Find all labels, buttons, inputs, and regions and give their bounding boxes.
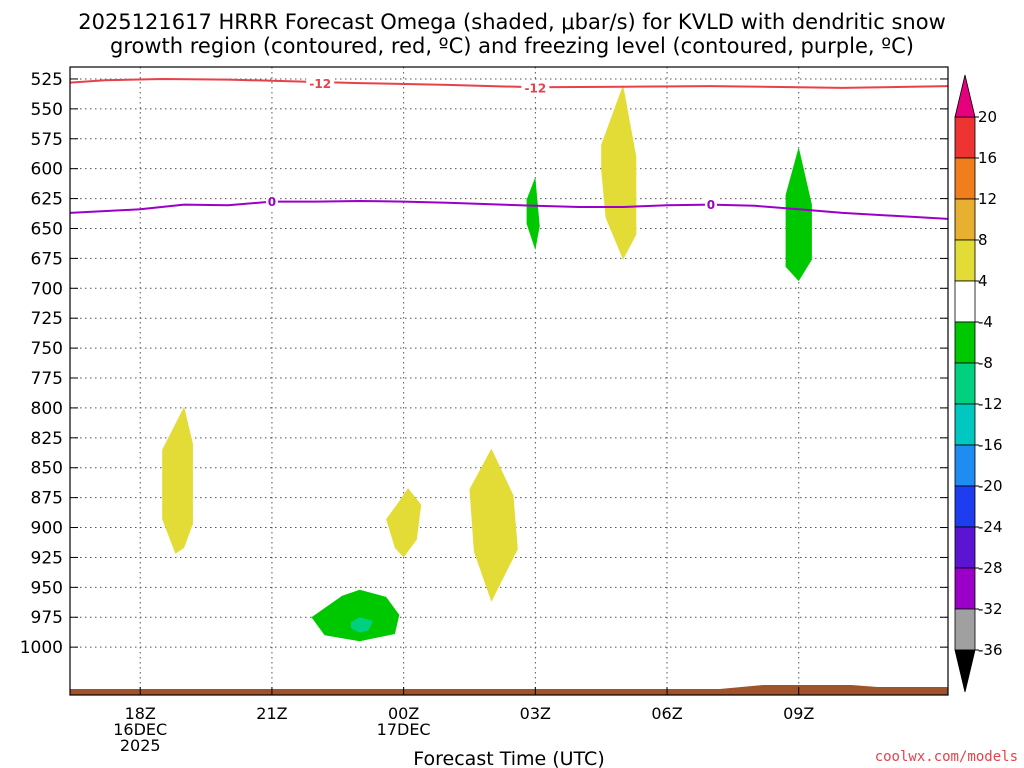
y-tick-label-575: 575 — [31, 130, 63, 150]
colorbar-label--12: -12 — [978, 395, 1003, 413]
y-tick-label-825: 825 — [31, 429, 63, 449]
colorbar-bin--8-to--4 — [954, 321, 976, 364]
colorbar-bin--24-to--20 — [954, 485, 976, 528]
colorbar-bin--20-to--16 — [954, 444, 976, 487]
y-tick-label-1000: 1000 — [20, 638, 63, 658]
colorbar-bin--12-to--8 — [954, 362, 976, 405]
x-tick-label-16DEC: 16DEC — [113, 720, 167, 739]
contour-label-bg-1-1 — [704, 197, 717, 212]
colorbar-bin--32-to--28 — [954, 567, 976, 610]
y-tick-label-900: 900 — [31, 519, 63, 539]
omega-region-3 — [469, 448, 518, 602]
colorbar-legend: 20 16 12 8 4 -4 -8 -12 -16 -20 -24 -28 -32 -36 — [954, 74, 1003, 693]
y-tick-label-850: 850 — [31, 459, 63, 479]
colorbar-bin--16-to--12 — [954, 403, 976, 446]
credit-label[interactable]: coolwx.com/models — [875, 749, 1018, 765]
x-tick-label-09Z: 09Z — [783, 704, 814, 723]
colorbar-bin-16-to-20 — [954, 116, 976, 159]
colorbar-bin-4-to-8 — [954, 239, 976, 282]
y-tick-label-800: 800 — [31, 399, 63, 419]
colorbar-label-20: 20 — [978, 108, 997, 126]
chart-title-line-2: growth region (contoured, red, ºC) and f… — [110, 34, 914, 58]
colorbar-bin--28-to--24 — [954, 526, 976, 569]
omega-shaded-regions — [162, 84, 812, 642]
omega-region-6 — [785, 147, 812, 282]
terrain-surface — [70, 685, 948, 695]
contour-line-dendritic — [69, 77, 949, 89]
contour-label-bg-0-1 — [521, 80, 550, 95]
grid-lines — [70, 67, 948, 695]
x-axis-title: Forecast Time (UTC) — [413, 748, 604, 768]
y-tick-label-625: 625 — [31, 190, 63, 210]
y-tick-label-925: 925 — [31, 548, 63, 568]
y-tick-label-950: 950 — [31, 578, 63, 598]
colorbar-bin-12-to-16 — [954, 157, 976, 200]
plot-frame — [69, 66, 949, 696]
y-tick-label-875: 875 — [31, 489, 63, 509]
colorbar-label-12: 12 — [978, 190, 997, 208]
y-tick-label-550: 550 — [31, 100, 63, 120]
y-tick-label-775: 775 — [31, 369, 63, 389]
x-tick-label-17DEC: 17DEC — [377, 720, 431, 739]
contour-label-0-0: 0 — [268, 195, 276, 209]
colorbar-label--32: -32 — [978, 600, 1003, 618]
y-tick-label-600: 600 — [31, 160, 63, 180]
colorbar-label--16: -16 — [978, 436, 1003, 454]
x-tick-label-2025: 2025 — [120, 736, 161, 755]
colorbar-bin--36-to--32 — [954, 608, 976, 651]
colorbar-label-16: 16 — [978, 149, 997, 167]
omega-region-7 — [311, 589, 400, 642]
x-tick-label-21Z: 21Z — [256, 704, 287, 723]
contour-label-bg-0-0 — [306, 76, 335, 91]
omega-region-5 — [526, 177, 540, 250]
colorbar-label--8: -8 — [978, 354, 993, 372]
contour-label--12-0: -12 — [309, 77, 331, 91]
colorbar-top-arrow — [954, 74, 976, 118]
omega-region-2 — [386, 488, 422, 558]
chart-title-line-1: 2025121617 HRRR Forecast Omega (shaded, … — [78, 10, 946, 34]
y-tick-label-650: 650 — [31, 219, 63, 239]
colorbar-label--4: -4 — [978, 313, 993, 331]
y-tick-label-750: 750 — [31, 339, 63, 359]
colorbar-label-8: 8 — [978, 231, 988, 249]
contour-label-bg-1-0 — [265, 194, 278, 209]
omega-region-8 — [351, 617, 373, 633]
colorbar-label--20: -20 — [978, 477, 1003, 495]
x-tick-label-00Z: 00Z — [388, 704, 419, 723]
colorbar-bin--4-to-4 — [954, 280, 976, 323]
terrain-band — [70, 685, 948, 695]
omega-region-4 — [601, 84, 637, 260]
y-tick-label-700: 700 — [31, 279, 63, 299]
colorbar-label--36: -36 — [978, 641, 1003, 659]
x-tick-label-06Z: 06Z — [651, 704, 682, 723]
colorbar-bin-8-to-12 — [954, 198, 976, 241]
y-tick-label-975: 975 — [31, 608, 63, 628]
colorbar-bottom-arrow — [954, 649, 976, 693]
contour-lines: -12 -12 0 0 — [69, 76, 949, 220]
colorbar-label--24: -24 — [978, 518, 1003, 536]
contour-label-0-1: 0 — [707, 198, 715, 212]
colorbar-label-4: 4 — [978, 272, 988, 290]
x-tick-label-18Z: 18Z — [125, 704, 156, 723]
contour-line-freezing — [69, 199, 949, 220]
x-tick-label-03Z: 03Z — [520, 704, 551, 723]
y-tick-label-675: 675 — [31, 249, 63, 269]
colorbar-label--28: -28 — [978, 559, 1003, 577]
y-tick-label-725: 725 — [31, 309, 63, 329]
y-axis-ticks: 525 550 575 600 625 650 675 700 725 750 775 800 825 8… — [20, 70, 948, 658]
omega-region-1 — [162, 406, 193, 554]
y-tick-label-525: 525 — [31, 70, 63, 90]
contour-label--12-1: -12 — [524, 81, 546, 95]
